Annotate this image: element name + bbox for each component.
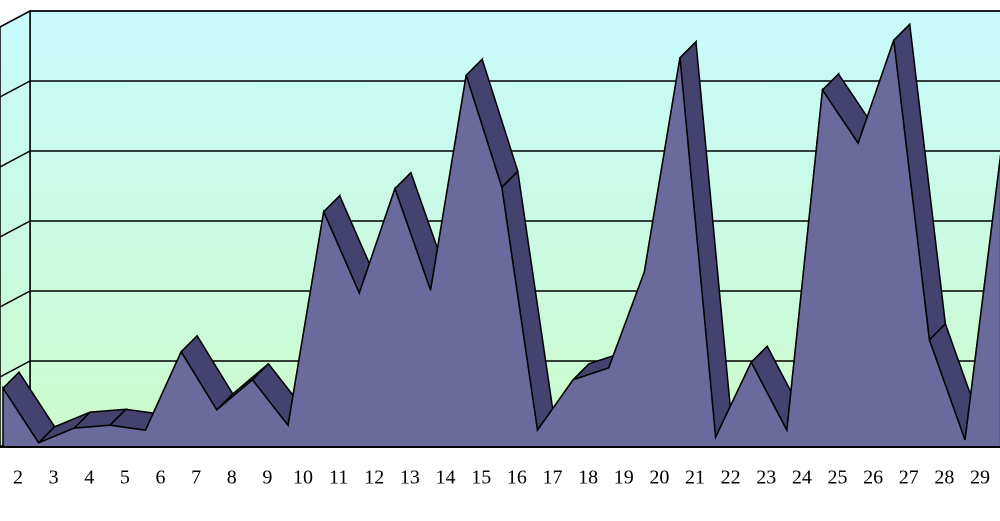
x-tick-label: 4	[84, 467, 94, 489]
x-tick-label: 29	[970, 467, 990, 489]
grid-line-side	[0, 10, 31, 28]
x-tick-label: 17	[542, 467, 562, 489]
grid-line-side	[0, 290, 31, 308]
x-tick-label: 12	[364, 467, 384, 489]
plot-area: 2 3 4 5 6 7 8 9 10 11 12 13 14 15 16 17 18 19 20 21 22 23 24 25…	[0, 9, 1000, 489]
x-tick-label: 25	[827, 467, 847, 489]
x-tick-label: 28	[934, 467, 954, 489]
x-tick-label: 21	[685, 467, 705, 489]
x-tick-label: 18	[578, 467, 598, 489]
x-tick-label: 26	[863, 467, 883, 489]
x-tick-label: 2	[13, 467, 23, 489]
x-tick-label: 20	[649, 467, 669, 489]
x-tick-label: 11	[329, 467, 348, 489]
x-tick-label: 22	[721, 467, 741, 489]
x-tick-label: 8	[227, 467, 237, 489]
area	[2, 40, 1000, 448]
x-tick-label: 13	[400, 467, 420, 489]
x-tick-label: 23	[756, 467, 776, 489]
x-tick-label: 27	[899, 467, 919, 489]
x-tick-label: 7	[191, 467, 201, 489]
x-tick-label: 9	[262, 467, 272, 489]
x-tick-label: 16	[507, 467, 527, 489]
grid-line-side	[0, 80, 31, 98]
x-tick-label: 3	[49, 467, 59, 489]
grid-line-side	[0, 220, 31, 238]
x-tick-label: 19	[614, 467, 634, 489]
x-tick-label: 15	[471, 467, 491, 489]
grid-line-side	[0, 360, 31, 378]
grid-line-side	[0, 150, 31, 168]
x-tick-label: 5	[120, 467, 130, 489]
x-tick-label: 6	[156, 467, 166, 489]
x-tick-label: 10	[293, 467, 313, 489]
x-tick-label: 14	[436, 467, 456, 489]
x-tick-label: 24	[792, 467, 812, 489]
